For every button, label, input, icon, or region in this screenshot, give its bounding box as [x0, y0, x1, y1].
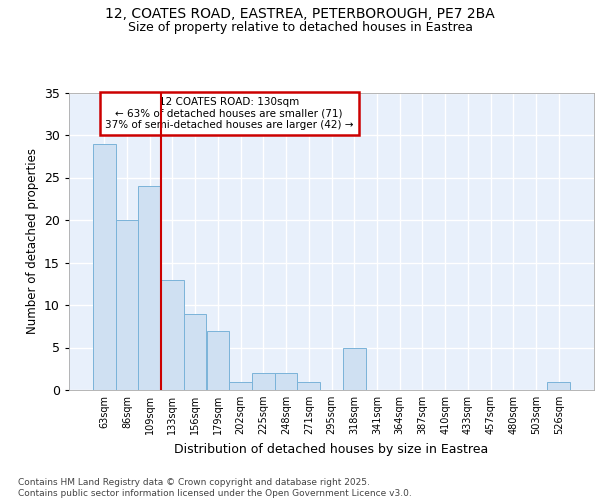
Bar: [298, 382, 320, 390]
Bar: [547, 382, 570, 390]
Text: Size of property relative to detached houses in Eastrea: Size of property relative to detached ho…: [128, 21, 473, 34]
Bar: [252, 373, 275, 390]
Bar: [184, 314, 206, 390]
Bar: [229, 382, 252, 390]
Bar: [206, 330, 229, 390]
Bar: [93, 144, 116, 390]
Bar: [116, 220, 139, 390]
Bar: [139, 186, 161, 390]
Bar: [161, 280, 184, 390]
Bar: [275, 373, 298, 390]
Text: 12 COATES ROAD: 130sqm
← 63% of detached houses are smaller (71)
37% of semi-det: 12 COATES ROAD: 130sqm ← 63% of detached…: [105, 97, 353, 130]
X-axis label: Distribution of detached houses by size in Eastrea: Distribution of detached houses by size …: [175, 442, 488, 456]
Text: 12, COATES ROAD, EASTREA, PETERBOROUGH, PE7 2BA: 12, COATES ROAD, EASTREA, PETERBOROUGH, …: [105, 8, 495, 22]
Y-axis label: Number of detached properties: Number of detached properties: [26, 148, 38, 334]
Bar: [343, 348, 365, 390]
Text: Contains HM Land Registry data © Crown copyright and database right 2025.
Contai: Contains HM Land Registry data © Crown c…: [18, 478, 412, 498]
